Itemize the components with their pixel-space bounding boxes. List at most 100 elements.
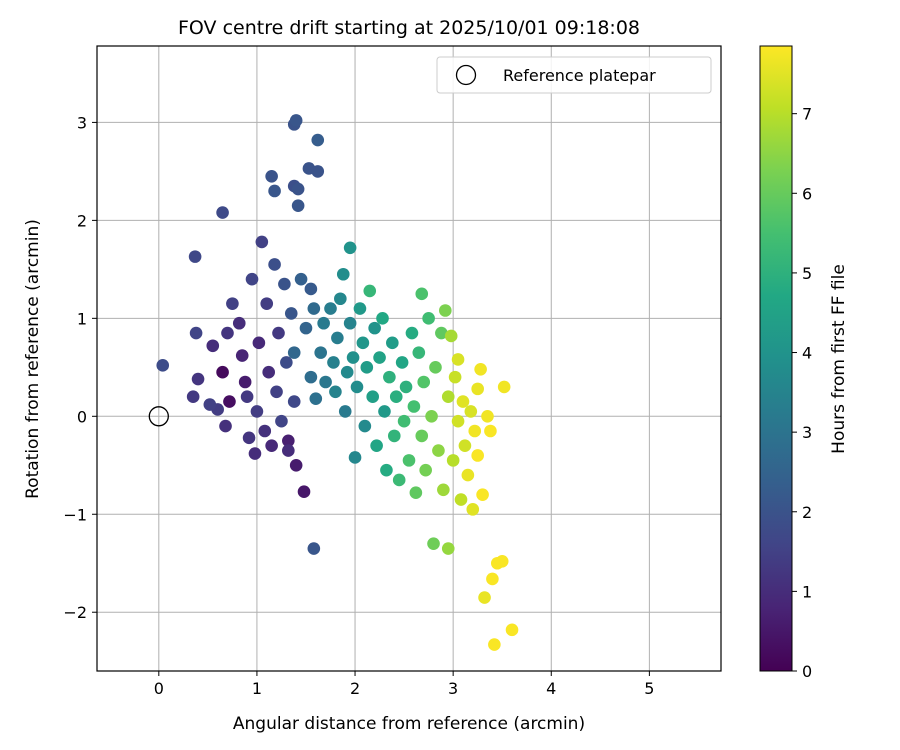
y-tick-label: −1 (63, 505, 87, 524)
data-point (441, 542, 455, 555)
legend-marker-icon (455, 64, 477, 86)
data-point (363, 284, 377, 298)
data-point (284, 307, 298, 320)
data-point (235, 349, 249, 362)
data-point (484, 424, 497, 438)
data-point (304, 370, 318, 384)
data-point (314, 346, 327, 359)
data-point (291, 199, 305, 212)
data-point (474, 362, 487, 376)
data-point (245, 272, 259, 286)
colorbar-tick-label: 3 (802, 423, 812, 442)
data-point (350, 380, 364, 394)
data-point (334, 292, 347, 306)
data-point (415, 429, 429, 443)
data-point (156, 359, 170, 372)
data-point (425, 409, 438, 423)
chart-title: FOV centre drift starting at 2025/10/01 … (178, 17, 640, 39)
colorbar-tick-label: 5 (802, 264, 812, 283)
y-tick-label: 1 (77, 309, 87, 328)
plot-frame (96, 45, 722, 672)
data-point (415, 287, 429, 301)
data-point (458, 439, 472, 452)
data-point (422, 312, 435, 325)
data-point (232, 316, 246, 330)
data-point (432, 444, 445, 457)
data-point (252, 336, 266, 350)
data-point (324, 302, 337, 315)
data-point (294, 272, 308, 286)
data-point (378, 405, 391, 418)
data-point (368, 321, 381, 335)
data-point (291, 182, 305, 196)
data-point (456, 395, 470, 408)
data-point (265, 439, 278, 452)
colorbar-tick-label: 7 (802, 105, 812, 124)
data-point (466, 503, 480, 516)
y-tick-label: 3 (77, 113, 87, 132)
data-point (275, 414, 288, 428)
x-tick-label: 4 (546, 679, 556, 698)
data-point (282, 444, 295, 457)
data-point (311, 165, 325, 178)
data-point (203, 398, 217, 411)
data-point (221, 326, 234, 340)
data-point (268, 184, 281, 198)
data-point (331, 331, 344, 345)
legend-entry-reference: Reference platepar (503, 66, 656, 85)
x-axis-label: Angular distance from reference (arcmin) (233, 714, 585, 734)
data-point (454, 493, 468, 506)
data-point (376, 312, 389, 325)
data-point (189, 326, 203, 340)
x-axis-ticks: 0 1 2 3 4 5 (154, 671, 654, 698)
colorbar-tick-label: 2 (802, 503, 812, 522)
data-point (319, 375, 332, 389)
data-point (340, 365, 354, 379)
data-point (481, 409, 494, 423)
data-point (219, 419, 232, 433)
data-point (336, 267, 350, 281)
data-point (346, 351, 360, 364)
data-point (206, 339, 220, 353)
reference-marker-layer (148, 406, 169, 427)
data-point (427, 537, 440, 550)
data-point (399, 380, 413, 394)
data-point (272, 326, 285, 340)
data-point (505, 623, 519, 637)
colorbar-tick-label: 4 (802, 344, 812, 363)
x-tick-label: 1 (252, 679, 262, 698)
data-point (338, 405, 352, 418)
data-point (307, 542, 321, 555)
data-point (311, 133, 325, 147)
data-points (156, 114, 519, 651)
data-point (226, 297, 239, 310)
data-point (437, 483, 450, 497)
data-point (289, 458, 303, 472)
data-point (488, 638, 501, 651)
legend: Reference platepar (436, 56, 712, 94)
data-point (461, 468, 475, 482)
data-point (299, 321, 313, 335)
data-point (287, 395, 301, 408)
data-point (392, 473, 406, 487)
data-point (188, 250, 202, 263)
data-point (327, 356, 340, 369)
data-point (451, 414, 465, 428)
data-point (444, 329, 458, 343)
data-point (343, 316, 357, 330)
data-point (471, 382, 484, 396)
data-point (468, 424, 482, 438)
data-point (366, 390, 379, 404)
data-point (412, 346, 426, 359)
data-point (242, 431, 256, 445)
data-point (495, 554, 509, 568)
data-point (387, 429, 401, 443)
data-point (186, 390, 200, 404)
data-point (380, 463, 393, 477)
data-point (268, 258, 281, 271)
data-point (407, 400, 421, 413)
data-point (216, 365, 229, 379)
data-point (373, 351, 386, 364)
data-point (356, 336, 370, 350)
